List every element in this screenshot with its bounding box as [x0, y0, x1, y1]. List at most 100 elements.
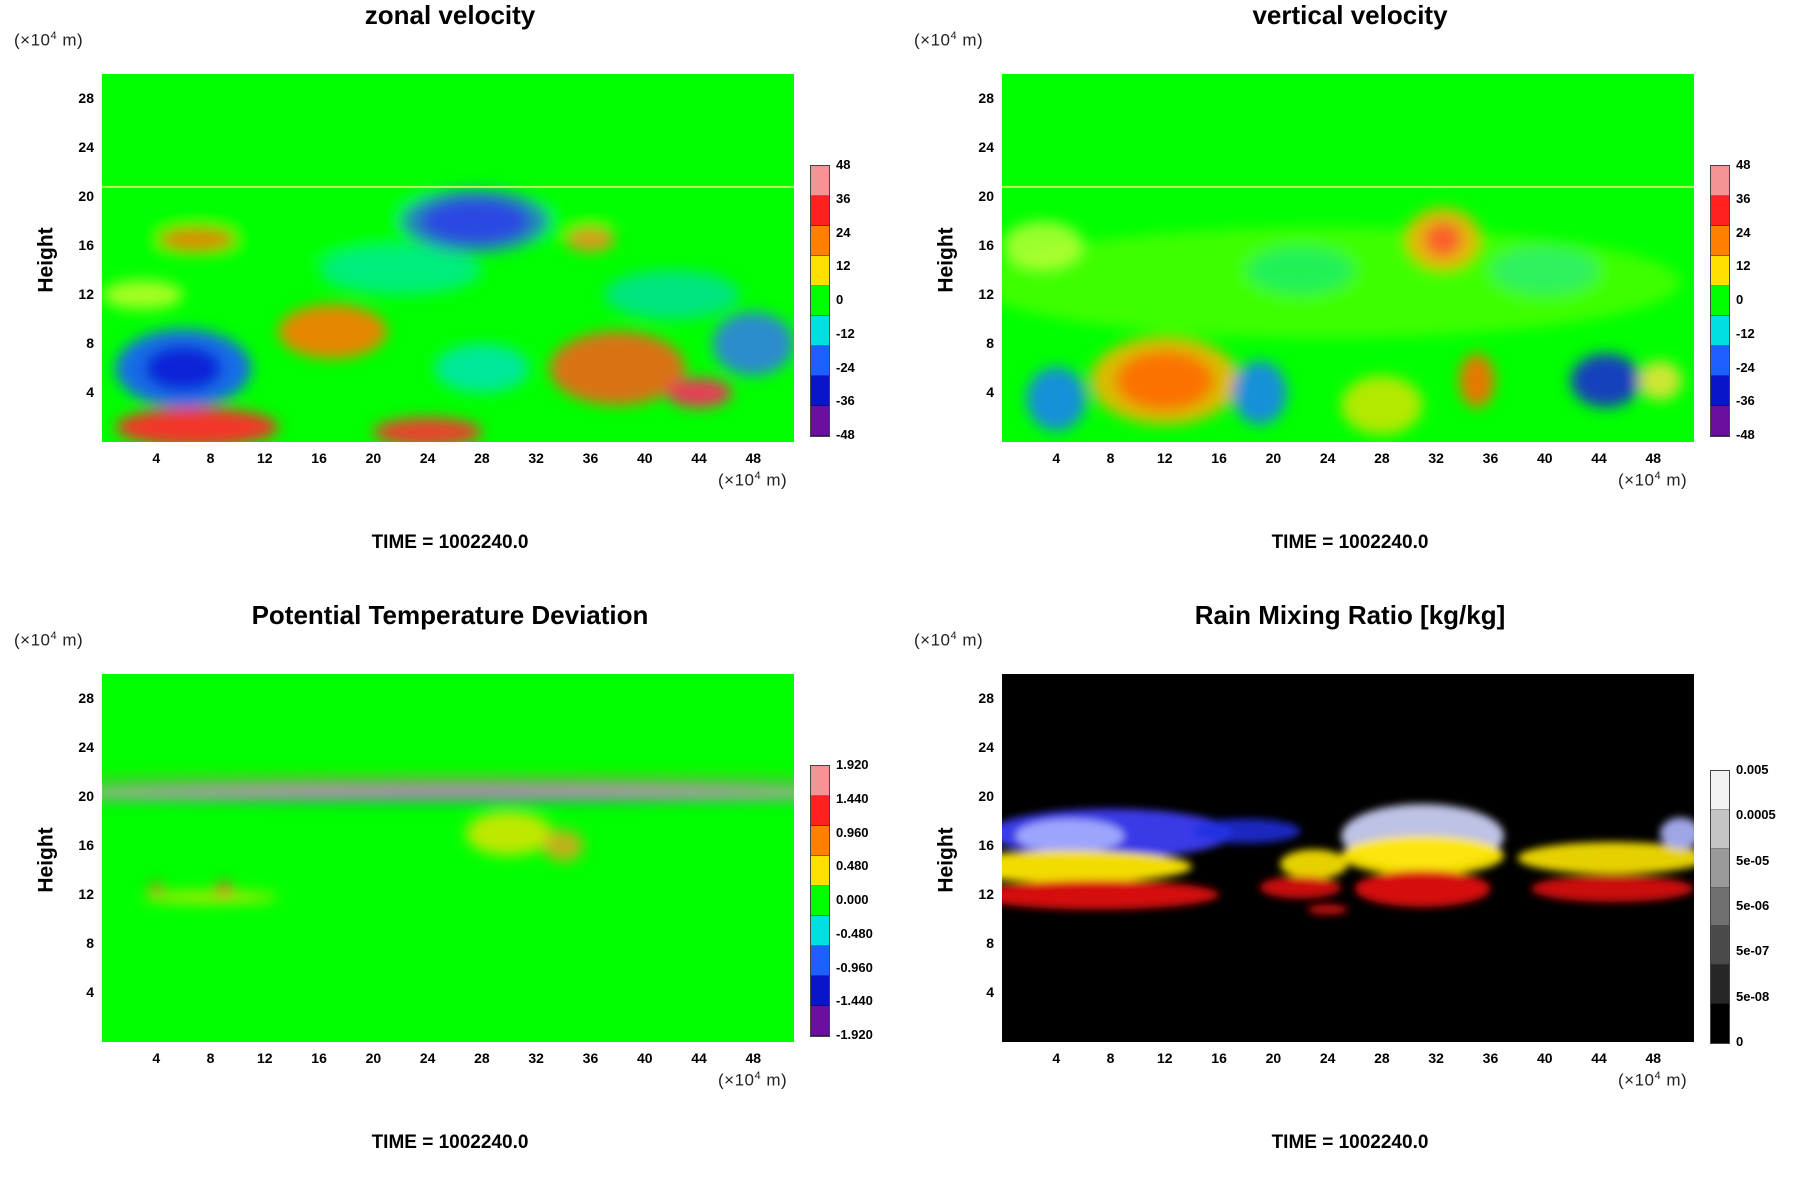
y-tick-label: 8: [86, 934, 94, 951]
colorbar-segment: [1711, 196, 1729, 226]
x-axis-unit: (×104 m): [718, 470, 788, 490]
rain-mixing-ratio-panel: Rain Mixing Ratio [kg/kg] (×104 m) (×104 m…: [900, 600, 1800, 1200]
field-feature: [1341, 375, 1423, 435]
x-tick-label: 12: [257, 1050, 273, 1066]
colorbar: [810, 165, 830, 437]
colorbar-segment: [1711, 848, 1729, 888]
colorbar-segment: [1711, 346, 1729, 376]
y-tick-label: 4: [86, 983, 94, 1000]
colorbar-segment: [1711, 809, 1729, 849]
colorbar-segment: [811, 766, 829, 796]
y-tick-label: 8: [986, 934, 994, 951]
colorbar: [1710, 770, 1730, 1044]
field-feature: [142, 891, 279, 904]
field-feature: [1191, 818, 1301, 844]
field-feature: [1115, 351, 1214, 411]
x-tick-label: 16: [311, 1050, 327, 1066]
x-tick-label: 24: [1319, 1050, 1336, 1066]
field-feature: [1232, 361, 1287, 425]
field-feature: [1026, 367, 1087, 431]
colorbar-segment: [811, 826, 829, 856]
x-tick-label: 8: [206, 1050, 215, 1066]
field-feature: [1490, 245, 1600, 295]
x-tick-label: 16: [1211, 450, 1227, 466]
x-tick-label: 12: [1157, 1050, 1173, 1066]
colorbar-label: -48: [1736, 427, 1755, 442]
y-tick-label: 20: [978, 187, 994, 204]
y-axis-unit: (×104 m): [14, 30, 84, 50]
colorbar-segment: [811, 316, 829, 346]
colorbar-label: 0: [1736, 1034, 1744, 1049]
colorbar-segment: [811, 166, 829, 196]
field-feature: [1660, 817, 1694, 850]
colorbar-segment: [811, 856, 829, 886]
x-tick-label: 20: [1265, 450, 1282, 466]
field-feature: [145, 346, 222, 391]
field-feature: [1015, 818, 1125, 854]
x-tick-label: 28: [1374, 450, 1390, 466]
colorbar-segment: [1711, 166, 1729, 196]
time-label: TIME = 1002240.0: [1271, 532, 1429, 553]
y-tick-label: 16: [978, 836, 994, 853]
colorbar-segment: [1711, 226, 1729, 256]
x-tick-label: 8: [1106, 450, 1115, 466]
x-tick-label: 40: [636, 1050, 653, 1066]
x-axis-unit: (×104 m): [718, 1070, 788, 1090]
y-tick-label: 8: [986, 334, 994, 351]
colorbar-segment: [1711, 1004, 1729, 1043]
y-tick-label: 24: [978, 138, 994, 155]
x-tick-label: 36: [582, 1050, 599, 1066]
field-shading: [102, 775, 794, 904]
colorbar-label: 1.440: [836, 790, 869, 806]
y-tick-label: 4: [86, 383, 94, 400]
colorbar-segment: [811, 976, 829, 1006]
colorbar-segment: [1711, 256, 1729, 286]
x-tick-label: 16: [1211, 1050, 1227, 1066]
x-tick-label: 48: [745, 450, 762, 466]
y-tick-label: 20: [978, 787, 994, 804]
field-feature: [319, 245, 482, 295]
x-tick-label: 36: [582, 450, 599, 466]
field-feature: [102, 280, 184, 310]
x-tick-label: 36: [1482, 1050, 1499, 1066]
plot-area: [102, 74, 794, 442]
colorbar-label: -24: [1736, 359, 1755, 375]
field-svg: [1002, 674, 1694, 1042]
x-tick-label: 44: [1591, 450, 1607, 466]
y-tick-label: 16: [78, 836, 94, 853]
time-label: TIME = 1002240.0: [1271, 1132, 1429, 1153]
x-tick-label: 48: [1645, 1050, 1662, 1066]
y-tick-label: 24: [78, 138, 94, 155]
colorbar-label: 0: [836, 292, 844, 307]
y-tick-label: 28: [978, 689, 994, 706]
colorbar-label: 5e-07: [1736, 943, 1770, 959]
colorbar-label: 24: [836, 224, 851, 240]
field-shading: [1002, 207, 1682, 435]
field-feature: [1246, 245, 1355, 295]
colorbar-label: 5e-08: [1736, 988, 1770, 1004]
field-feature: [149, 883, 164, 894]
x-tick-label: 32: [1428, 1050, 1444, 1066]
field-feature: [1341, 835, 1505, 876]
y-axis-unit: (×104 m): [914, 630, 984, 650]
x-tick-label: 28: [474, 1050, 490, 1066]
x-tick-label: 4: [152, 450, 161, 466]
colorbar-segment: [811, 796, 829, 826]
colorbar-label: 48: [1736, 157, 1751, 172]
x-tick-label: 8: [206, 450, 215, 466]
x-tick-label: 32: [528, 1050, 544, 1066]
colorbar-label: 24: [1736, 224, 1751, 240]
colorbar-label: 12: [836, 258, 851, 274]
field-feature: [542, 829, 584, 862]
colorbar-label: 0.005: [1736, 762, 1769, 777]
colorbar-segment: [1711, 286, 1729, 316]
x-tick-label: 20: [365, 1050, 382, 1066]
field-shading: [1002, 804, 1694, 915]
field-feature: [102, 775, 794, 781]
colorbar-label: 48: [836, 157, 851, 172]
y-tick-label: 28: [78, 689, 94, 706]
x-tick-label: 24: [419, 450, 436, 466]
chart-title: Rain Mixing Ratio [kg/kg]: [1194, 600, 1506, 630]
colorbar-segment: [811, 376, 829, 406]
y-tick-label: 24: [78, 738, 94, 755]
